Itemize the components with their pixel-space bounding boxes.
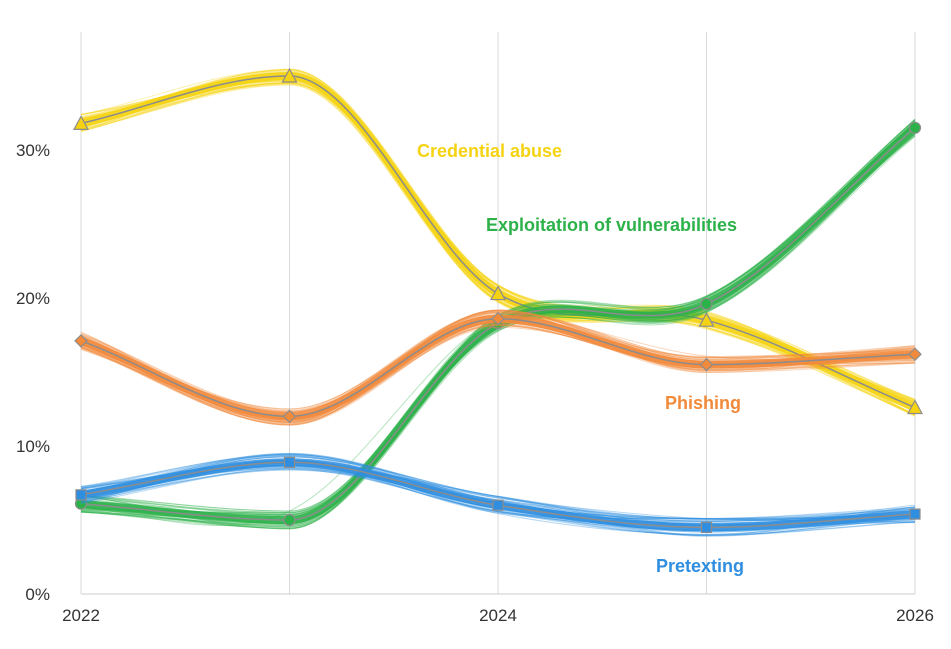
data-point-pretexting [700, 521, 713, 534]
x-tick-label: 2026 [896, 606, 934, 625]
data-point-phishing [491, 311, 505, 326]
y-tick-label: 0% [25, 585, 50, 604]
series-label-pretexting: Pretexting [656, 556, 744, 576]
series-sample-line [80, 309, 916, 423]
data-point-phishing [908, 347, 922, 362]
series-sample-line [80, 455, 916, 522]
data-point-phishing [699, 357, 714, 372]
data-point-credential-abuse [281, 67, 298, 83]
data-point-exploitation-of-vulnerabilities [700, 297, 713, 311]
series-label-exploitation: Exploitation of vulnerabilities [486, 215, 737, 235]
data-point-credential-abuse [698, 311, 715, 327]
series-sample-line [80, 310, 916, 426]
y-tick-label: 20% [16, 289, 50, 308]
series-pretexting [75, 452, 921, 537]
x-tick-label: 2022 [62, 606, 100, 625]
series-sample-line [80, 309, 916, 426]
data-point-pretexting [909, 508, 921, 520]
series-sample-line [80, 309, 916, 423]
data-point-credential-abuse [72, 115, 90, 130]
data-point-credential-abuse [489, 285, 507, 301]
data-point-phishing [74, 334, 88, 348]
series-sample-line [80, 468, 916, 536]
series-sample-line [80, 83, 916, 403]
series-credential-abuse [72, 67, 924, 417]
series-labels: Credential abuse Exploitation of vulnera… [417, 141, 744, 576]
data-point-pretexting [75, 489, 87, 501]
axis-ticks: 0% 10% 20% 30% 2022 2024 2026 [16, 141, 934, 625]
series-sample-line [80, 456, 916, 522]
series-sample-line [80, 323, 916, 423]
series-sample-line [80, 122, 916, 528]
y-tick-label: 30% [16, 141, 50, 160]
data-point-credential-abuse [906, 399, 924, 415]
series-sample-line [80, 82, 916, 416]
x-tick-label: 2024 [479, 606, 517, 625]
series-group [72, 67, 924, 537]
data-point-pretexting [492, 499, 504, 511]
series-label-phishing: Phishing [665, 393, 741, 413]
series-sample-line [80, 69, 916, 403]
data-point-exploitation-of-vulnerabilities [908, 121, 922, 134]
series-label-credential-abuse: Credential abuse [417, 141, 562, 161]
y-tick-label: 10% [16, 437, 50, 456]
data-point-pretexting [283, 456, 296, 468]
data-point-phishing [282, 409, 297, 424]
data-point-exploitation-of-vulnerabilities [283, 513, 296, 527]
series-sample-line [80, 454, 916, 520]
series-phishing [74, 309, 922, 426]
series-sample-line [80, 456, 916, 535]
